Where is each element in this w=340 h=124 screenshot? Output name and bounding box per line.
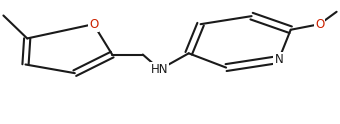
Text: O: O [89, 18, 98, 31]
Text: N: N [274, 53, 283, 66]
Text: HN: HN [151, 63, 169, 76]
Text: O: O [315, 18, 324, 31]
